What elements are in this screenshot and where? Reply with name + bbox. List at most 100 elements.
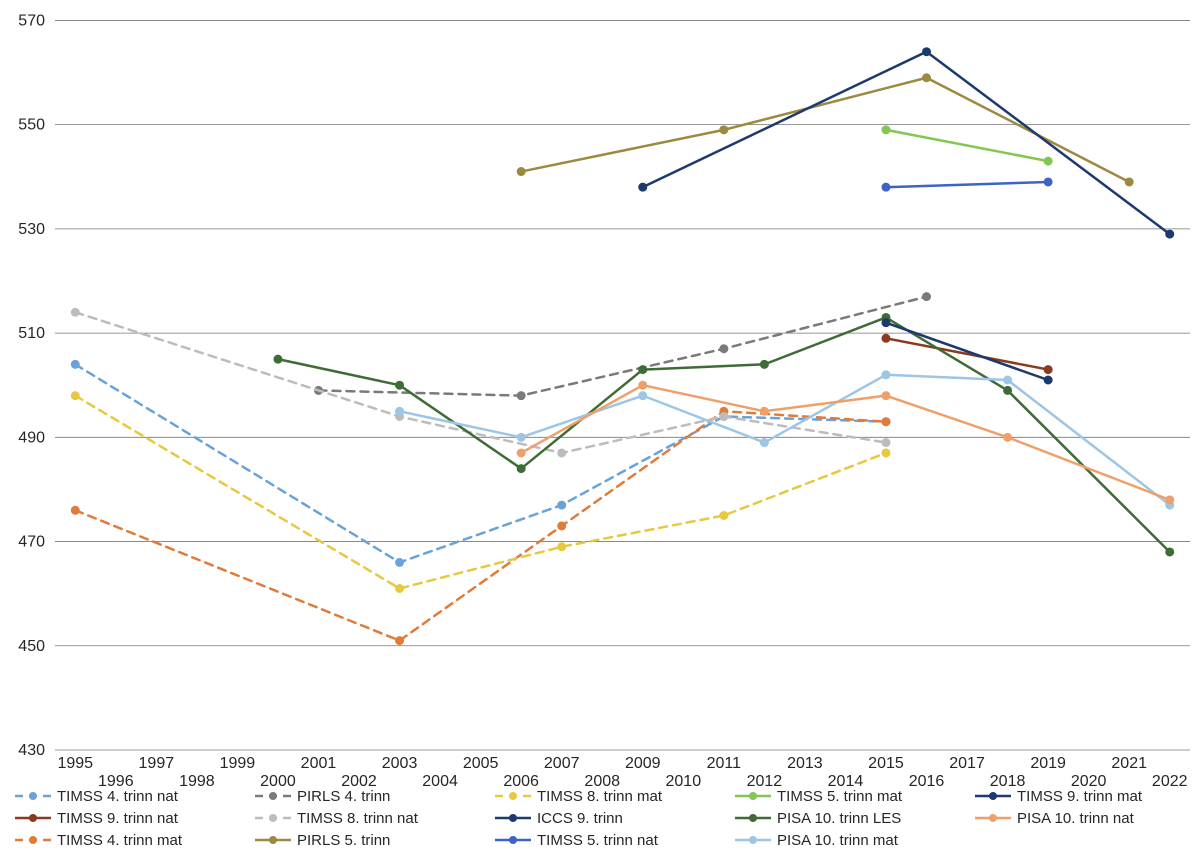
marker-pisa10nat	[1004, 433, 1012, 441]
marker-pirls4	[517, 392, 525, 400]
marker-pisa10les	[760, 360, 768, 368]
marker-pirls4	[720, 345, 728, 353]
marker-timss4nat	[71, 360, 79, 368]
legend-label: PISA 10. trinn LES	[777, 810, 901, 827]
marker-pisa10les	[517, 465, 525, 473]
marker-timss8mat	[71, 392, 79, 400]
marker-pisa10nat	[760, 407, 768, 415]
marker-timss9nat	[882, 334, 890, 342]
legend-swatch-marker	[749, 836, 757, 844]
y-tick-label: 490	[18, 429, 45, 446]
legend-label: TIMSS 9. trinn nat	[57, 810, 179, 827]
x-tick-label: 2001	[301, 755, 337, 772]
marker-pisa10mat	[882, 371, 890, 379]
legend-swatch-marker	[29, 792, 37, 800]
marker-timss8nat	[558, 449, 566, 457]
marker-timss8mat	[558, 543, 566, 551]
y-tick-label: 550	[18, 117, 45, 134]
legend-label: TIMSS 9. trinn mat	[1017, 788, 1143, 805]
marker-timss5nat	[1044, 178, 1052, 186]
x-tick-label: 2011	[707, 755, 742, 772]
x-tick-label: 2004	[422, 773, 458, 790]
legend-label: TIMSS 5. trinn nat	[537, 832, 659, 849]
marker-timss5nat	[882, 183, 890, 191]
line-chart: 4304504704905105305505701995199619971998…	[0, 0, 1200, 860]
marker-pisa10les	[274, 355, 282, 363]
legend-swatch-marker	[509, 836, 517, 844]
marker-pisa10nat	[1166, 496, 1174, 504]
marker-pisa10nat	[517, 449, 525, 457]
x-tick-label: 2007	[544, 755, 580, 772]
legend-swatch-marker	[269, 814, 277, 822]
marker-pisa10les	[1166, 548, 1174, 556]
marker-timss5mat	[882, 126, 890, 134]
legend-label: PIRLS 5. trinn	[297, 832, 390, 849]
legend-label: PISA 10. trinn mat	[777, 832, 899, 849]
marker-timss4nat	[396, 558, 404, 566]
marker-timss9mat	[1044, 376, 1052, 384]
legend-label: TIMSS 5. trinn mat	[777, 788, 903, 805]
marker-iccs9	[923, 48, 931, 56]
legend-swatch-marker	[29, 836, 37, 844]
x-tick-label: 2016	[909, 773, 945, 790]
legend-swatch-marker	[989, 814, 997, 822]
x-tick-label: 1997	[139, 755, 175, 772]
marker-iccs9	[639, 183, 647, 191]
legend-swatch-marker	[29, 814, 37, 822]
legend-swatch-marker	[509, 814, 517, 822]
x-tick-label: 2009	[625, 755, 661, 772]
marker-timss8mat	[720, 511, 728, 519]
x-tick-label: 2013	[787, 755, 823, 772]
x-tick-label: 1999	[220, 755, 256, 772]
x-tick-label: 2022	[1152, 773, 1188, 790]
marker-pisa10mat	[1004, 376, 1012, 384]
marker-timss4mat	[396, 637, 404, 645]
marker-pirls5	[1125, 178, 1133, 186]
marker-timss8nat	[882, 439, 890, 447]
marker-pisa10mat	[639, 392, 647, 400]
legend-swatch-marker	[749, 814, 757, 822]
y-tick-label: 570	[18, 12, 45, 29]
marker-pisa10mat	[517, 433, 525, 441]
x-tick-label: 1995	[57, 755, 93, 772]
marker-pisa10les	[1004, 386, 1012, 394]
x-tick-label: 2006	[503, 773, 539, 790]
legend-swatch-marker	[989, 792, 997, 800]
x-tick-label: 2003	[382, 755, 418, 772]
marker-timss8mat	[396, 584, 404, 592]
y-tick-label: 510	[18, 325, 45, 342]
marker-pisa10les	[396, 381, 404, 389]
legend-label: PIRLS 4. trinn	[297, 788, 390, 805]
marker-pisa10mat	[396, 407, 404, 415]
marker-pirls5	[517, 168, 525, 176]
chart-svg: 4304504704905105305505701995199619971998…	[0, 0, 1200, 860]
marker-timss8nat	[720, 412, 728, 420]
legend-label: TIMSS 4. trinn nat	[57, 788, 179, 805]
marker-timss9nat	[1044, 366, 1052, 374]
marker-timss4mat	[882, 418, 890, 426]
marker-iccs9	[1166, 230, 1174, 238]
x-tick-label: 1998	[179, 773, 215, 790]
marker-timss4nat	[558, 501, 566, 509]
marker-pirls5	[923, 74, 931, 82]
x-tick-label: 2015	[868, 755, 904, 772]
y-tick-label: 470	[18, 534, 45, 551]
y-tick-label: 450	[18, 638, 45, 655]
marker-timss8nat	[71, 308, 79, 316]
marker-timss4mat	[558, 522, 566, 530]
x-tick-label: 2017	[949, 755, 985, 772]
x-tick-label: 2005	[463, 755, 499, 772]
legend-swatch-marker	[509, 792, 517, 800]
chart-bg	[0, 0, 1200, 860]
marker-pisa10mat	[760, 439, 768, 447]
marker-timss8mat	[882, 449, 890, 457]
marker-timss4mat	[71, 506, 79, 514]
marker-pisa10les	[639, 366, 647, 374]
legend-label: TIMSS 8. trinn nat	[297, 810, 419, 827]
legend-swatch-marker	[269, 836, 277, 844]
legend-swatch-marker	[749, 792, 757, 800]
legend-label: TIMSS 8. trinn mat	[537, 788, 663, 805]
legend-label: PISA 10. trinn nat	[1017, 810, 1135, 827]
marker-pisa10nat	[882, 392, 890, 400]
x-tick-label: 2000	[260, 773, 296, 790]
